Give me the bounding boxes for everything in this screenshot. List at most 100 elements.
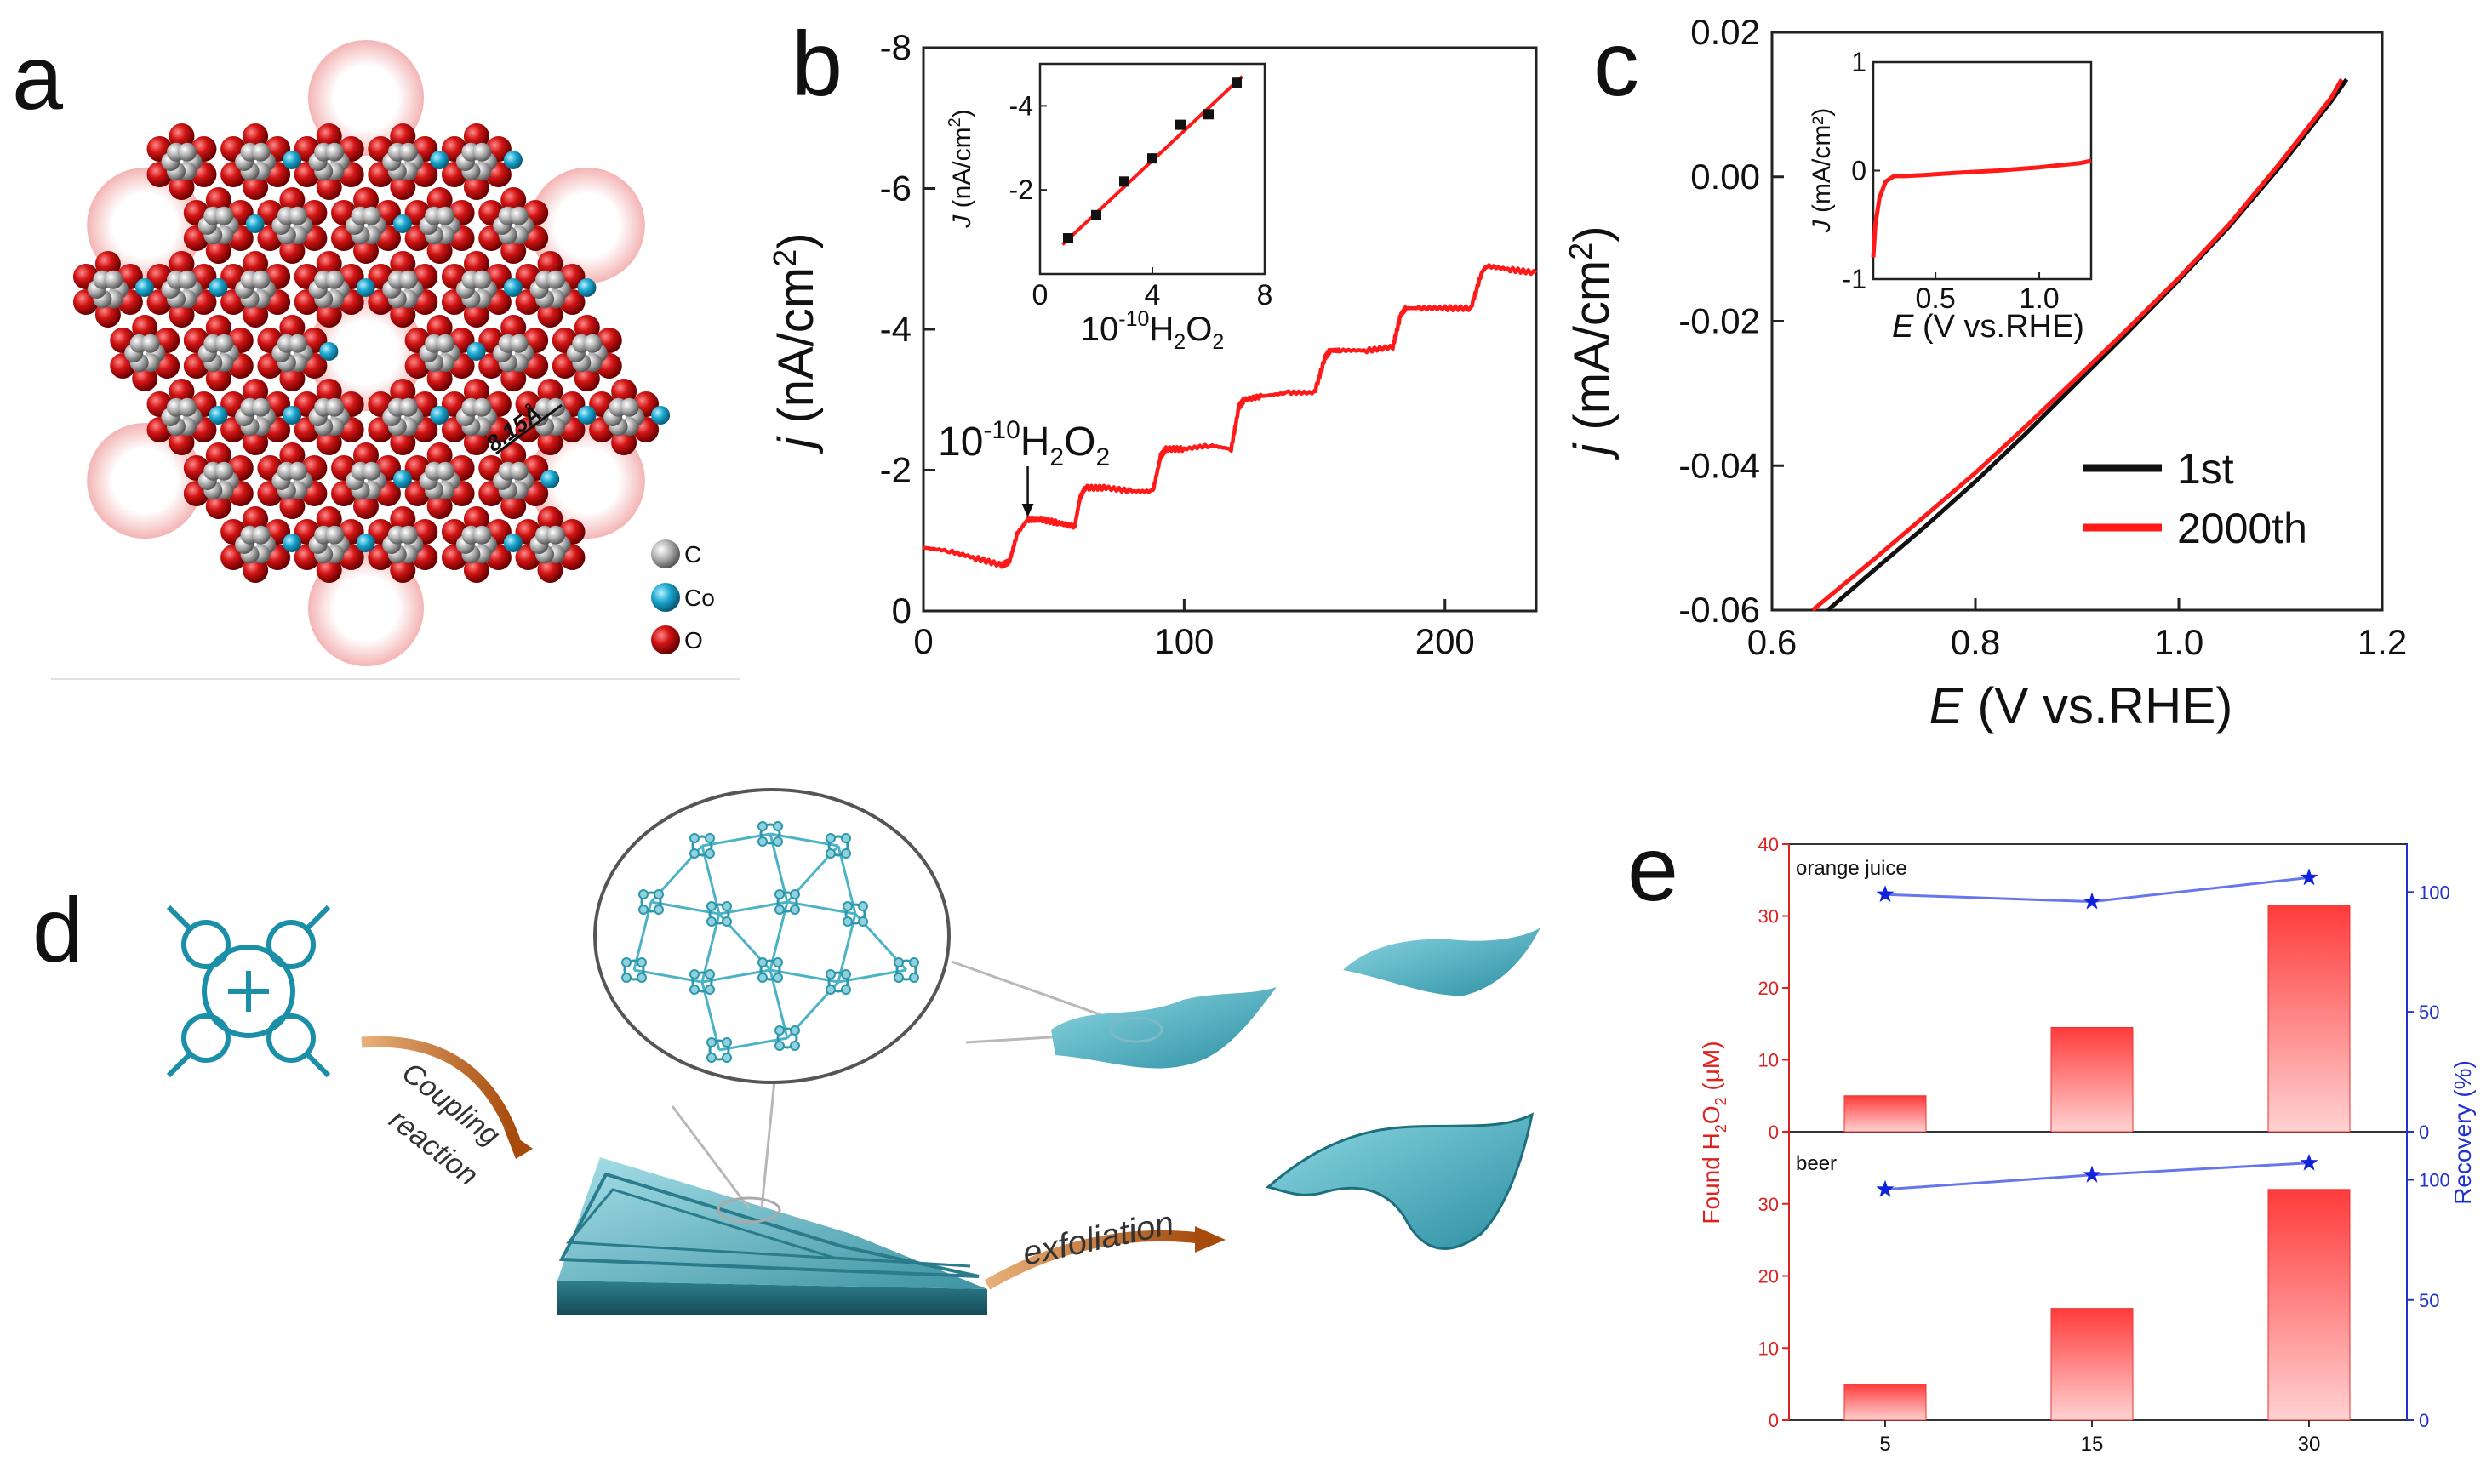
oxygen-atom [243, 174, 269, 200]
oxygen-atom [537, 430, 563, 455]
inset-x-tick-label: 0.5 [1916, 283, 1956, 315]
carbon-atom [251, 397, 271, 417]
inset-y-tick-label: -2 [1009, 174, 1033, 205]
annotation-arrowhead [1021, 504, 1034, 517]
inset-cv-plot: 0.5 1.0 -1 0 1 E (V vs.RHE) J (mA/cm²) [1808, 47, 2093, 345]
y-tick-label: -4 [880, 309, 912, 349]
oxygen-atom [279, 442, 306, 468]
node-ring [691, 835, 713, 857]
node-ring [776, 891, 798, 913]
x-tick-label: 0.6 [1747, 622, 1797, 662]
oxygen-atom [500, 366, 527, 391]
carbon-atom [178, 142, 197, 162]
oxygen-atom [316, 302, 342, 328]
network-node [638, 889, 664, 915]
node-subring [757, 957, 768, 967]
oxygen-atom [390, 174, 416, 200]
network-linkage [701, 832, 771, 848]
carbon-atom [436, 206, 455, 225]
inset-x-ticks: 0.5 1.0 [1916, 272, 2060, 315]
carbon-atom [214, 206, 234, 225]
legend-c-label: C [684, 541, 701, 568]
recovery-star-marker [1876, 885, 1895, 902]
panel-label-e: e [1627, 817, 1678, 920]
node-subring [773, 973, 783, 983]
right-y-tick-label: 50 [2419, 1002, 2439, 1023]
carbon-atom [178, 397, 197, 417]
node-subring [706, 916, 717, 927]
node-ring [895, 959, 917, 981]
found-h2o2-bar [1843, 1095, 1927, 1133]
node-subring [774, 1025, 785, 1036]
legend-label-1st: 1st [2177, 445, 2234, 493]
network-linkage [837, 845, 857, 915]
linker-unit-30 [478, 442, 549, 519]
carbon-atom [509, 461, 529, 481]
alkyne-arm-4 [306, 1053, 331, 1078]
oxygen-atom [537, 251, 563, 277]
x-tick-label: 30 [2298, 1433, 2321, 1456]
cobalt-atom [466, 342, 486, 361]
oxygen-atom [243, 430, 269, 455]
carbon-atom [436, 334, 455, 353]
node-subring [858, 916, 868, 927]
node-subring [774, 889, 785, 899]
carbon-atom [214, 461, 234, 481]
y-tick-label: -0.06 [1678, 590, 1760, 630]
isoindole-ring-4 [266, 1013, 316, 1063]
cobalt-atom [283, 534, 302, 552]
linker-unit-24 [441, 506, 512, 583]
linker-unit-15 [294, 379, 364, 455]
carbon-atom [325, 525, 345, 545]
legend-co-atom [651, 583, 680, 612]
carbon-atom [436, 461, 455, 481]
oxygen-atom [205, 187, 231, 213]
oxygen-atom [316, 506, 342, 532]
node-ring [691, 971, 713, 993]
carbon-atom [104, 270, 123, 289]
y-tick-label: 0 [892, 591, 912, 631]
inset-x-label: E (V vs.RHE) [1892, 309, 2084, 345]
panel-d-schematic: Coupling reaction exfoliation [166, 788, 1540, 1315]
found-h2o2-bar [2267, 905, 2351, 1133]
panel-label-b: b [792, 12, 843, 115]
oxygen-atom [353, 494, 379, 519]
found-h2o2-bar [1843, 1384, 1927, 1421]
right-y-tick-label: 0 [2419, 1410, 2429, 1431]
recovery-star-marker [2083, 892, 2101, 910]
oxygen-atom [500, 442, 527, 468]
right-y-tick-label: 100 [2419, 882, 2450, 903]
panel-c-chart: 0.6 0.8 1.0 1.2 0.02 0.00 -0.02 -0.04 -0.06 E (… [1563, 12, 2407, 734]
legend-o-label: O [684, 627, 703, 654]
cobalt-atom [577, 406, 597, 425]
recovery-star-marker [2300, 1153, 2318, 1171]
node-subring [826, 833, 836, 843]
inset-frame [1038, 62, 1266, 276]
oxygen-atom [205, 366, 231, 391]
left-y-tick-label: 20 [1758, 1266, 1779, 1287]
subplot-title-orange-juice: orange juice [1796, 857, 1907, 880]
linker-unit-14 [257, 315, 328, 391]
found-h2o2-bar [2267, 1189, 2351, 1421]
zoom-line-2 [760, 1080, 776, 1209]
node-subring [909, 957, 919, 967]
alkyne-arm-1 [166, 905, 191, 930]
oxygen-atom [537, 302, 563, 328]
node-subring [790, 905, 800, 915]
node-subring [757, 973, 768, 983]
oxygen-atom [205, 442, 231, 468]
zoom-region-2 [1109, 1016, 1163, 1043]
inset-x-label: 10-10H2O2 [1081, 307, 1224, 354]
node-subring [638, 889, 649, 899]
node-subring [894, 973, 904, 983]
network-node [689, 969, 715, 995]
oxygen-atom [279, 187, 306, 213]
oxygen-atom [426, 315, 453, 340]
network-node [894, 957, 919, 983]
linker-unit-20 [294, 251, 364, 328]
oxygen-atom [94, 251, 121, 277]
macrocycle-core [202, 945, 295, 1038]
network-linkage [701, 968, 771, 984]
oxygen-atom [426, 442, 453, 468]
y-axis-label: j (nA/cm2) [768, 232, 824, 454]
